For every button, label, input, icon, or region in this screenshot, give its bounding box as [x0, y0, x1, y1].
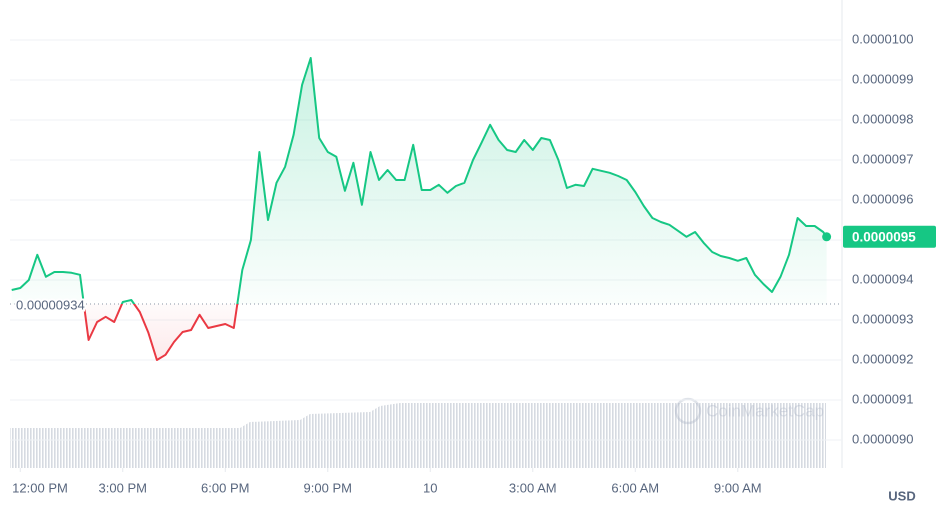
y-tick-label: 0.0000098 — [852, 111, 913, 126]
currency-label: USD — [888, 488, 915, 503]
price-line — [11, 57, 828, 361]
last-price-label: 0.0000095 — [852, 229, 916, 244]
y-tick-label: 0.0000096 — [852, 191, 913, 206]
x-tick-label: 12:00 PM — [12, 480, 68, 495]
volume-bars — [10, 403, 826, 468]
y-tick-label: 0.0000094 — [852, 271, 913, 286]
x-tick-label: 3:00 PM — [99, 480, 147, 495]
last-point — [822, 232, 832, 242]
x-tick-label: 9:00 AM — [714, 480, 762, 495]
y-tick-label: 0.0000093 — [852, 311, 913, 326]
watermark: CoinMarketCap — [674, 397, 824, 425]
y-tick-label: 0.0000097 — [852, 151, 913, 166]
last-price-box — [843, 225, 936, 248]
x-tick-label: 9:00 PM — [304, 480, 352, 495]
y-tick-label: 0.0000090 — [852, 431, 913, 446]
y-tick-label: 0.0000092 — [852, 351, 913, 366]
x-tick-label: 6:00 AM — [611, 480, 659, 495]
y-tick-label: 0.0000091 — [852, 391, 913, 406]
watermark-text: CoinMarketCap — [706, 401, 824, 420]
y-tick-label: 0.0000099 — [852, 71, 913, 86]
x-tick-label: 3:00 AM — [509, 480, 557, 495]
y-tick-label: 0.0000100 — [852, 31, 913, 46]
x-tick-label: 6:00 PM — [201, 480, 249, 495]
x-tick-label: 10 — [423, 480, 437, 495]
price-area — [11, 58, 827, 360]
baseline-label: 0.00000934 — [16, 297, 85, 312]
